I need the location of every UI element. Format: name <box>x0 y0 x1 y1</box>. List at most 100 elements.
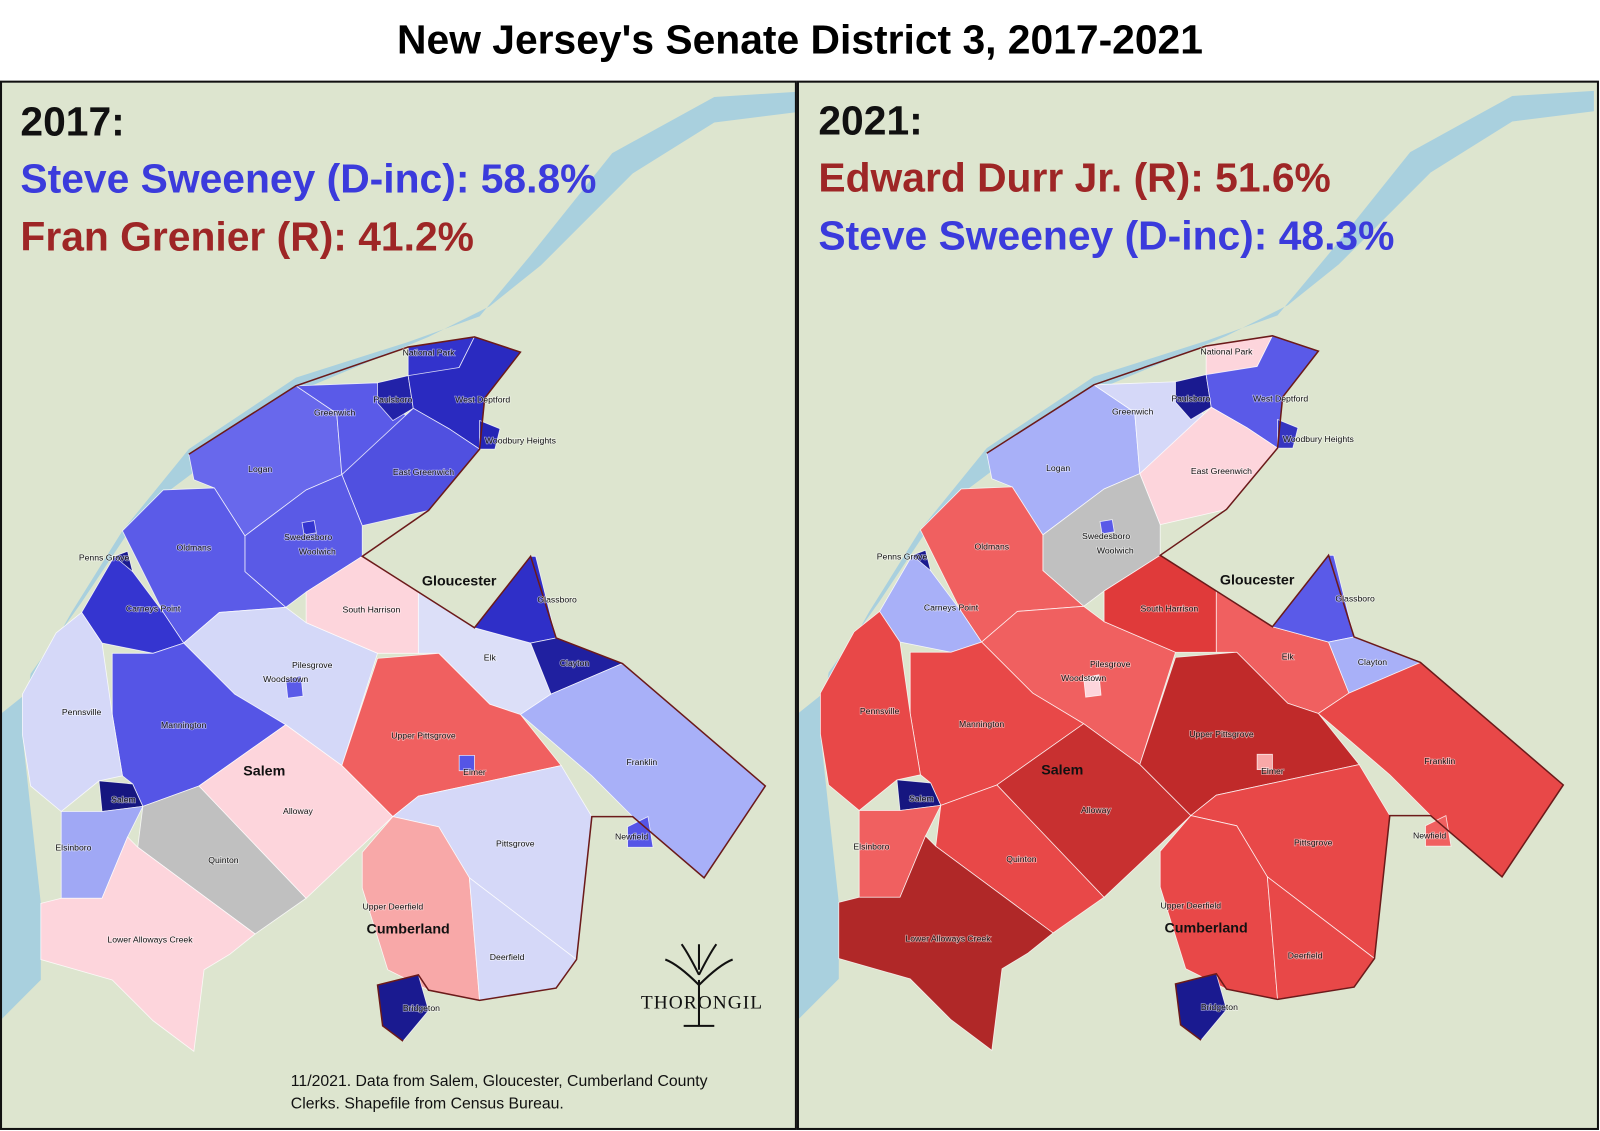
municipality-label: Glassboro <box>1335 593 1375 603</box>
municipality <box>285 675 304 699</box>
municipality <box>137 785 307 935</box>
municipality-label: Elk <box>1282 652 1295 662</box>
municipality-label: Paulsboro <box>373 394 412 404</box>
logo-text: THORONGIL <box>641 993 763 1014</box>
district-outline <box>986 335 1565 1041</box>
municipality-label: Glassboro <box>537 595 577 605</box>
logo <box>664 943 734 1027</box>
municipality-label: West Deptford <box>1253 393 1308 403</box>
result-line: Steve Sweeney (D-inc): 58.8% <box>20 155 596 201</box>
municipality-label: East Greenwich <box>393 467 454 477</box>
municipality <box>198 724 394 899</box>
municipality-label: Woodstown <box>1061 673 1106 683</box>
municipality-label: Newfield <box>615 831 648 841</box>
municipality <box>301 520 317 536</box>
municipality <box>627 815 654 848</box>
municipality <box>479 419 501 450</box>
municipality-label: Swedesboro <box>284 532 332 542</box>
municipality-label: Greenwich <box>1112 407 1154 417</box>
municipality-label: Upper Deerfield <box>363 902 424 912</box>
municipality-label: East Greenwich <box>1191 466 1252 476</box>
result-line: Edward Durr Jr. (R): 51.6% <box>818 154 1330 200</box>
municipality-label: Newfield <box>1413 830 1446 840</box>
municipality <box>458 754 475 772</box>
panel-2017: Logan Greenwich Paulsboro National Park West… <box>0 81 796 1129</box>
municipality-label: Elk <box>484 653 497 663</box>
municipality-label: Woodstown <box>263 674 308 684</box>
municipality-label: Elsinboro <box>55 843 91 853</box>
municipality-label: National Park <box>1201 346 1254 356</box>
footnote: 11/2021. Data from Salem, Gloucester, Cu… <box>291 1073 708 1090</box>
municipality-label: Mannington <box>959 719 1004 729</box>
municipality <box>1175 374 1212 421</box>
panel-heading: 2017: <box>20 98 124 144</box>
result-line: Steve Sweeney (D-inc): 48.3% <box>818 213 1394 259</box>
county-label: Gloucester <box>422 574 497 590</box>
municipality-label: Clayton <box>1358 657 1388 667</box>
municipality <box>838 835 1054 1052</box>
municipality-label: Pennsville <box>62 707 102 717</box>
municipality <box>377 375 414 422</box>
municipality-label: Lower Alloways Creek <box>905 933 991 943</box>
municipality-label: Quinton <box>1006 854 1036 864</box>
municipality-label: Woodbury Heights <box>485 435 557 445</box>
municipality-label: Upper Pittsgrove <box>391 730 456 740</box>
municipality-label: Penns Grove <box>79 553 130 563</box>
municipality-label: Upper Deerfield <box>1161 901 1222 911</box>
municipality-label: Salem <box>111 795 136 805</box>
municipality-label: Deerfield <box>1288 951 1323 961</box>
municipality-label: Greenwich <box>314 408 356 418</box>
municipality-label: Pilesgrove <box>1090 659 1131 669</box>
panel-frame <box>796 80 1599 1130</box>
municipality <box>820 610 921 812</box>
municipality <box>1099 519 1115 535</box>
municipality-label: South Harrison <box>343 605 401 615</box>
municipality-label: Logan <box>1046 463 1070 473</box>
municipality <box>935 784 1105 934</box>
county-label: Gloucester <box>1220 573 1295 589</box>
municipality-label: Pittsgrove <box>496 838 535 848</box>
municipality <box>22 611 123 813</box>
county-label: Cumberland <box>367 922 450 938</box>
footnote: Clerks. Shapefile from Census Bureau. <box>291 1096 564 1113</box>
municipality <box>1425 814 1452 847</box>
municipality-label: Alloway <box>1081 805 1111 815</box>
municipality <box>1083 674 1102 698</box>
municipality-label: Paulsboro <box>1171 393 1210 403</box>
panel-heading: 2021: <box>818 97 922 143</box>
county-label: Salem <box>243 763 285 779</box>
municipality-label: Alloway <box>283 806 313 816</box>
municipality <box>81 555 185 654</box>
panel-frame <box>0 80 797 1130</box>
municipality-label: Elmer <box>463 767 486 777</box>
municipality-label: Quinton <box>208 855 238 865</box>
county-label: Salem <box>1041 762 1083 778</box>
municipality-label: Woodbury Heights <box>1283 434 1355 444</box>
municipality-label: Mannington <box>161 720 206 730</box>
panel-2021: Logan Greenwich Paulsboro National Park West… <box>797 81 1598 1129</box>
municipality-label: Bridgeton <box>403 1003 440 1013</box>
municipality-label: Clayton <box>560 658 590 668</box>
page-title: New Jersey's Senate District 3, 2017-202… <box>397 17 1203 63</box>
municipality-label: Penns Grove <box>877 552 928 562</box>
municipality-label: Woolwich <box>1097 546 1134 556</box>
municipality-label: Lower Alloways Creek <box>107 934 193 944</box>
municipality-label: Upper Pittsgrove <box>1189 729 1254 739</box>
municipality-label: Logan <box>248 464 272 474</box>
municipality-label: Pittsgrove <box>1294 837 1333 847</box>
municipality-label: Carneys Point <box>924 603 979 613</box>
municipality-label: Pilesgrove <box>292 660 333 670</box>
district-outline <box>188 336 767 1042</box>
municipality-label: Carneys Point <box>126 604 181 614</box>
county-label: Cumberland <box>1165 921 1248 937</box>
municipality-label: Pennsville <box>860 706 900 716</box>
municipality-label: Elmer <box>1261 766 1284 776</box>
municipality-label: West Deptford <box>455 394 510 404</box>
municipality <box>1256 753 1273 771</box>
municipality <box>40 836 256 1053</box>
municipality <box>996 723 1192 898</box>
municipality-label: South Harrison <box>1141 604 1199 614</box>
municipality-label: Bridgeton <box>1201 1002 1238 1012</box>
municipality <box>879 554 983 653</box>
municipality-label: Deerfield <box>490 952 525 962</box>
